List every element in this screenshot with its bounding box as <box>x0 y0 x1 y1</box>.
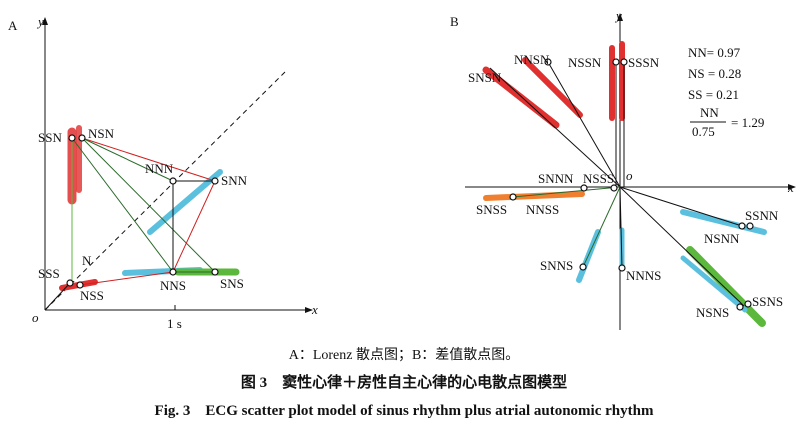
panel-b-graphics <box>465 13 796 330</box>
point-label: SNSN <box>468 70 502 85</box>
ratio-result: = 1.29 <box>731 115 764 130</box>
axis-label: y <box>36 14 44 29</box>
point-label: SSN <box>38 130 62 145</box>
ratio-denominator: 0.75 <box>692 124 715 139</box>
point-label: SSSN <box>628 55 660 70</box>
point-marker <box>736 303 744 311</box>
stat-line: NS = 0.28 <box>688 66 741 81</box>
point-marker <box>744 300 752 308</box>
stat-line: SS = 0.21 <box>688 87 739 102</box>
origin-label: o <box>32 310 39 325</box>
point-label: N <box>82 253 92 268</box>
point-marker <box>620 58 628 66</box>
point-marker <box>76 281 84 289</box>
point-label: NNSS <box>526 202 559 217</box>
point-label: NSNS <box>696 305 729 320</box>
point-label: NSSS <box>583 171 614 186</box>
point-marker <box>618 264 626 272</box>
line-shape <box>512 186 621 198</box>
point-marker <box>169 177 177 185</box>
point-label: NNN <box>145 161 174 176</box>
panel-label: A <box>8 18 18 33</box>
line-shape <box>44 69 288 311</box>
line-shape <box>547 61 621 188</box>
line-shape <box>81 137 216 182</box>
caption-title-cn: 图 3 窦性心律＋房性自主心律的心电散点图模型 <box>241 373 567 391</box>
point-label: SNN <box>221 173 248 188</box>
line-shape <box>619 186 745 307</box>
point-label: SNNN <box>538 171 574 186</box>
point-marker <box>544 58 552 66</box>
stat-line: NN= 0.97 <box>688 45 741 60</box>
panel-a-graphics <box>42 17 313 313</box>
line-shape <box>147 169 223 235</box>
point-label: NSS <box>80 288 104 303</box>
shape <box>66 134 219 289</box>
point-label: NSNN <box>704 231 740 246</box>
panel-label: B <box>450 14 459 29</box>
point-marker <box>738 222 746 230</box>
point-label: SNS <box>220 276 244 291</box>
point-marker <box>579 263 587 271</box>
point-label: SSNN <box>745 208 779 223</box>
point-label: SSS <box>38 266 60 281</box>
line-shape <box>619 186 623 269</box>
point-label: NSN <box>88 126 115 141</box>
line-shape <box>522 57 583 118</box>
ratio-numerator: NN <box>700 105 719 120</box>
point-label: NNSN <box>514 52 550 67</box>
axis-label: x <box>787 180 794 195</box>
point-marker <box>746 222 754 230</box>
point-marker <box>78 134 86 142</box>
point-marker <box>509 193 517 201</box>
point-label: SNNS <box>540 258 573 273</box>
point-marker <box>610 184 618 192</box>
point-marker <box>169 268 177 276</box>
line-shape <box>71 137 174 273</box>
point-label: NNNS <box>626 268 661 283</box>
point-label: NNS <box>160 278 186 293</box>
point-label: SSNS <box>752 294 783 309</box>
line-shape <box>680 255 748 313</box>
point-marker <box>612 58 620 66</box>
caption-subtitle: A：Lorenz 散点图；B：差值散点图。 <box>289 347 520 363</box>
point-marker <box>66 279 74 287</box>
shape <box>509 58 754 311</box>
origin-label: o <box>626 168 633 183</box>
line-shape <box>172 180 216 273</box>
line-shape <box>489 67 621 188</box>
line-shape <box>482 66 560 129</box>
point-marker <box>68 134 76 142</box>
caption-title-en: Fig. 3 ECG scatter plot model of sinus r… <box>155 403 654 419</box>
line-shape <box>582 186 621 268</box>
point-label: SNSS <box>476 202 507 217</box>
line-shape <box>81 137 174 182</box>
point-marker <box>211 177 219 185</box>
axis-label: x <box>311 302 318 317</box>
point-label: NSSN <box>568 55 602 70</box>
line-shape <box>79 271 174 286</box>
line-shape <box>686 246 766 327</box>
line-shape <box>81 137 216 273</box>
line-shape <box>44 282 71 311</box>
point-marker <box>211 268 219 276</box>
line-shape <box>619 186 743 227</box>
point-marker <box>580 184 588 192</box>
line-shape <box>483 191 585 201</box>
tick-label: 1 s <box>167 316 182 331</box>
axis-label: y <box>614 8 622 23</box>
